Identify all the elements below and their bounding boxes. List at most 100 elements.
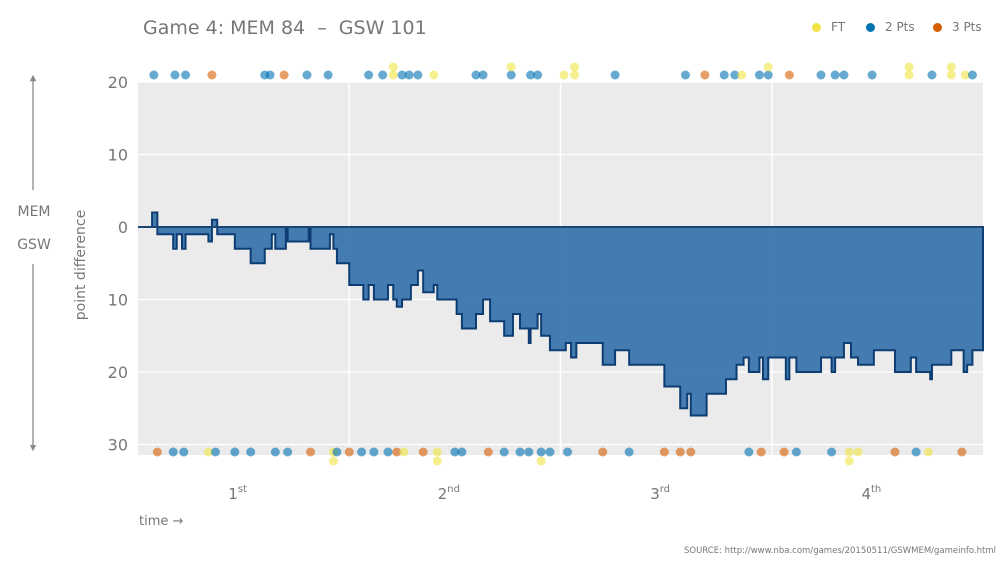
mem-score-dot-2pts xyxy=(364,70,374,80)
gsw-score-dot-2pts xyxy=(270,447,280,457)
mem-score-dot-2pts xyxy=(170,70,180,80)
mem-score-dot-3pts xyxy=(279,70,289,80)
quarter-label: 2nd xyxy=(438,484,460,503)
gsw-score-dot-ft xyxy=(844,456,854,466)
mem-score-dot-2pts xyxy=(730,70,740,80)
quarter-label: 3rd xyxy=(650,484,670,503)
gsw-score-dot-2pts xyxy=(332,447,342,457)
mem-score-dot-2pts xyxy=(506,70,516,80)
mem-score-dot-3pts xyxy=(700,70,710,80)
mem-score-dot-2pts xyxy=(816,70,826,80)
quarter-label-suffix: st xyxy=(238,484,247,495)
gsw-score-dot-3pts xyxy=(675,447,685,457)
gsw-score-dot-2pts xyxy=(283,447,293,457)
y-tick-label: 10 xyxy=(108,146,128,165)
mem-score-dot-2pts xyxy=(181,70,191,80)
point-difference-area xyxy=(138,211,984,417)
mem-score-dot-2pts xyxy=(967,70,977,80)
gsw-score-dot-2pts xyxy=(624,447,634,457)
gsw-score-dot-3pts xyxy=(483,447,493,457)
mem-score-dot-ft xyxy=(904,62,914,72)
mem-score-dot-2pts xyxy=(763,70,773,80)
gsw-score-dot-ft xyxy=(432,456,442,466)
gsw-score-dot-ft xyxy=(203,447,213,457)
gsw-score-dot-2pts xyxy=(210,447,220,457)
gsw-score-dot-2pts xyxy=(246,447,256,457)
gsw-score-dot-2pts xyxy=(524,447,534,457)
quarter-label: 4th xyxy=(861,484,881,503)
gsw-score-dot-2pts xyxy=(179,447,189,457)
gsw-score-dot-3pts xyxy=(779,447,789,457)
gsw-score-dot-ft xyxy=(399,447,409,457)
mem-score-dot-2pts xyxy=(830,70,840,80)
gsw-score-dot-3pts xyxy=(957,447,967,457)
gsw-score-dot-2pts xyxy=(450,447,460,457)
mem-score-dot-ft xyxy=(737,70,747,80)
mem-score-dot-ft xyxy=(388,62,398,72)
gsw-score-dot-2pts xyxy=(536,447,546,457)
3pts-dot-icon xyxy=(933,22,942,32)
gsw-score-dot-2pts xyxy=(791,447,801,457)
mem-score-dot-2pts xyxy=(404,70,414,80)
x-axis-label: time → xyxy=(139,514,184,529)
gsw-score-dot-3pts xyxy=(392,447,402,457)
ft-dot-icon xyxy=(812,22,821,32)
gsw-score-dot-ft xyxy=(536,456,546,466)
mem-score-dot-ft xyxy=(946,70,956,80)
mem-score-dot-2pts xyxy=(927,70,937,80)
gsw-score-dot-3pts xyxy=(890,447,900,457)
gsw-score-dot-2pts xyxy=(499,447,509,457)
mem-score-dot-2pts xyxy=(719,70,729,80)
legend-item-2pts: 2 Pts xyxy=(866,20,915,34)
mem-score-dot-2pts xyxy=(397,70,407,80)
gsw-score-dot-2pts xyxy=(369,447,379,457)
quarter-label-suffix: th xyxy=(871,484,881,495)
gsw-score-dot-ft xyxy=(328,456,338,466)
mem-score-dot-2pts xyxy=(526,70,536,80)
mem-score-dot-2pts xyxy=(378,70,388,80)
mem-score-dot-ft xyxy=(960,70,970,80)
mem-score-dot-ft xyxy=(946,62,956,72)
mem-score-dot-2pts xyxy=(680,70,690,80)
gsw-score-dot-3pts xyxy=(686,447,696,457)
mem-score-dot-2pts xyxy=(839,70,849,80)
mem-score-dot-ft xyxy=(763,62,773,72)
mem-score-dot-2pts xyxy=(471,70,481,80)
gsw-score-dot-2pts xyxy=(744,447,754,457)
mem-score-dot-2pts xyxy=(323,70,333,80)
legend-item-3pts: 3 Pts xyxy=(933,20,982,34)
gsw-score-dot-3pts xyxy=(152,447,162,457)
mem-score-dot-2pts xyxy=(533,70,543,80)
y-tick-label: 30 xyxy=(108,436,128,455)
y-axis-label: point difference xyxy=(73,210,89,320)
gsw-score-dot-2pts xyxy=(545,447,555,457)
y-tick-label: 10 xyxy=(108,291,128,310)
mem-score-dot-ft xyxy=(570,70,580,80)
gsw-score-dot-ft xyxy=(853,447,863,457)
mem-score-dot-ft xyxy=(904,70,914,80)
quarter-label-suffix: nd xyxy=(447,484,460,495)
mem-side-label: MEM xyxy=(17,204,50,220)
gsw-side-label: GSW xyxy=(17,237,51,253)
chart-title: Game 4: MEM 84 – GSW 101 xyxy=(143,17,427,39)
mem-score-dot-2pts xyxy=(302,70,312,80)
gsw-score-dot-2pts xyxy=(563,447,573,457)
mem-score-dot-ft xyxy=(559,70,569,80)
mem-score-dot-2pts xyxy=(478,70,488,80)
gsw-score-dot-3pts xyxy=(598,447,608,457)
gsw-score-dot-2pts xyxy=(827,447,837,457)
mem-score-dot-ft xyxy=(506,62,516,72)
source-note: SOURCE: http://www.nba.com/games/2015051… xyxy=(684,546,996,556)
mem-score-dot-2pts xyxy=(149,70,159,80)
gsw-score-dot-2pts xyxy=(230,447,240,457)
gsw-score-dot-ft xyxy=(844,447,854,457)
mem-score-dot-2pts xyxy=(413,70,423,80)
gsw-score-dot-3pts xyxy=(756,447,766,457)
legend-label-2pts: 2 Pts xyxy=(885,20,915,34)
gsw-score-dot-3pts xyxy=(659,447,669,457)
gsw-score-dot-3pts xyxy=(418,447,428,457)
quarter-label: 1st xyxy=(228,484,247,503)
legend-label-ft: FT xyxy=(831,20,846,34)
mem-score-dot-2pts xyxy=(754,70,764,80)
